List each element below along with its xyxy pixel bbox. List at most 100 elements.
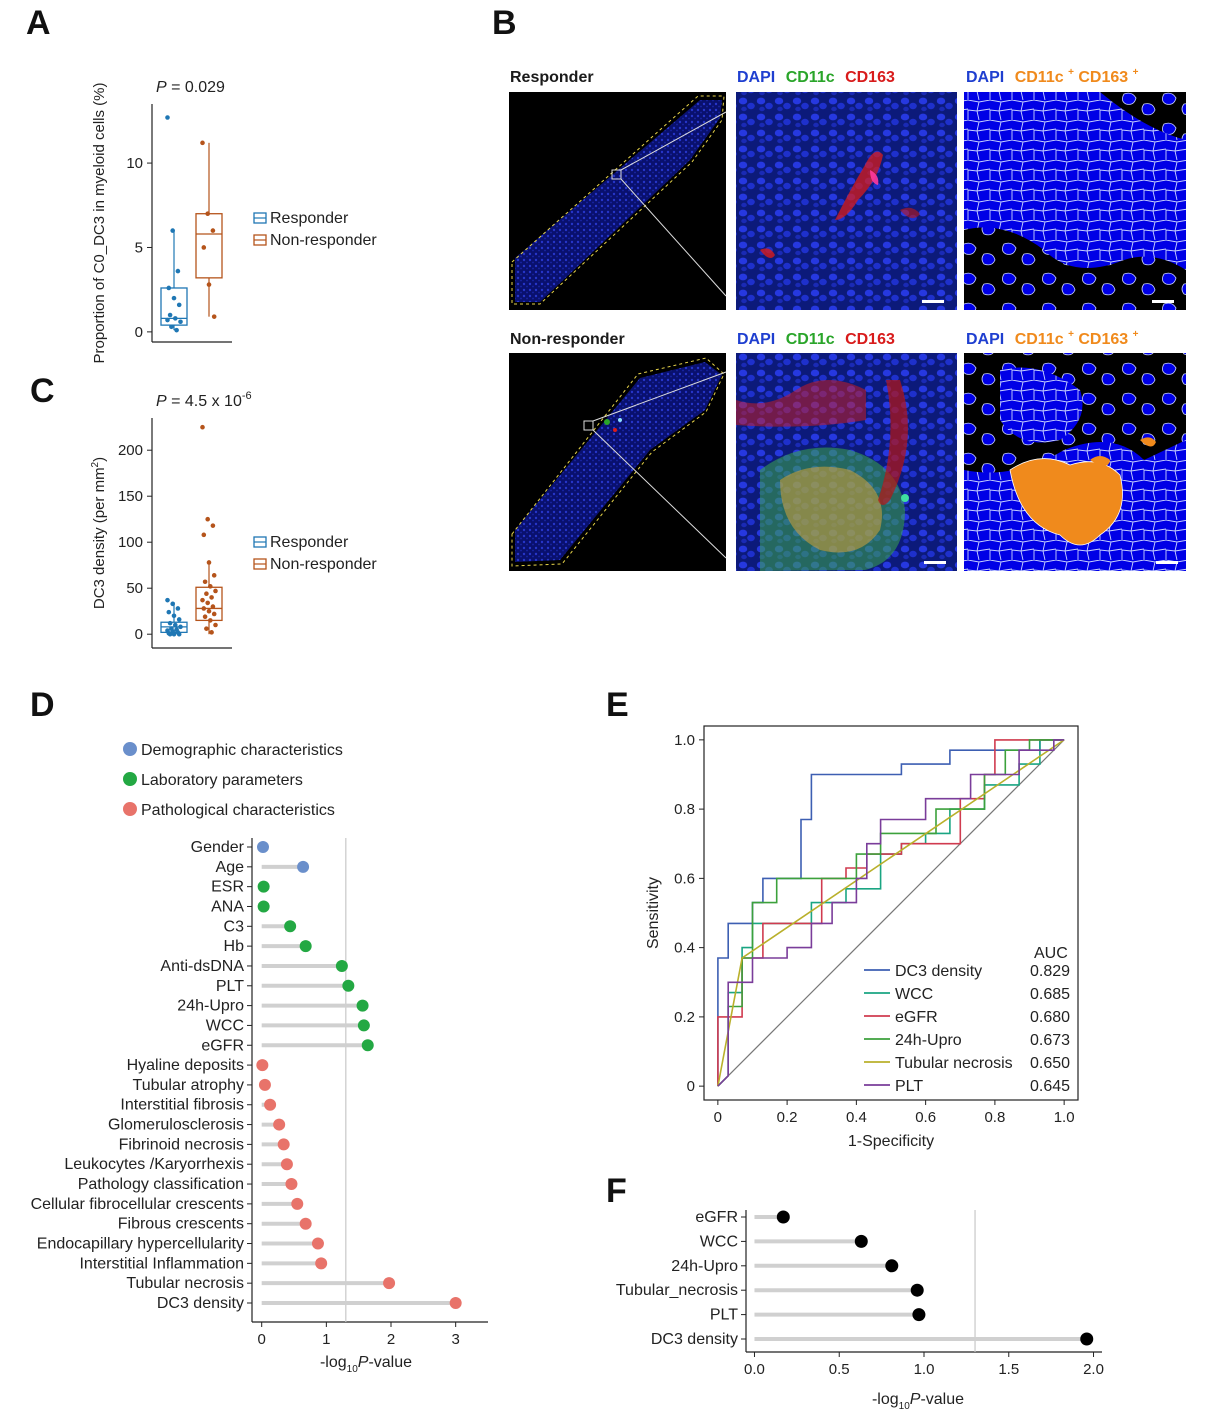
box-iqr (160, 287, 188, 326)
y-tick-label: 0.8 (674, 801, 695, 818)
row2-dapi-label: DAPI (737, 331, 775, 348)
y-tick-label: 0.6 (674, 870, 695, 887)
data-point (176, 617, 182, 622)
auc-value: 0.645 (1030, 1078, 1070, 1095)
x-tick-label: 2 (387, 1331, 395, 1348)
row-label: ANA (211, 898, 244, 915)
x-tick-label: 1.0 (1054, 1109, 1075, 1126)
legend-label: Responder (270, 210, 349, 227)
data-point (165, 597, 170, 603)
data-point (204, 626, 209, 631)
lollipop-dot (299, 1217, 312, 1230)
auc-value: 0.685 (1030, 986, 1070, 1003)
data-point (167, 620, 173, 626)
legend-label: Pathological characteristics (141, 802, 335, 819)
row1-seg-cd163-label: CD163 (1078, 69, 1128, 86)
panel-e-roc: 0 0 0.2 0.2 0.4 0.4 0.6 0.6 0.8 0.8 1.0 1.0 1-Specif… (645, 725, 1079, 1150)
lollipop-dot (258, 1078, 271, 1091)
roc-curve (717, 739, 1065, 1087)
x-tick-label: 0 (714, 1109, 722, 1126)
data-point (206, 282, 212, 287)
lollipop-dot (315, 1257, 328, 1270)
lollipop-dot (285, 1178, 298, 1191)
x-tick-label: 1.5 (998, 1361, 1019, 1378)
data-point (205, 516, 210, 522)
row-label: Leukocytes /Karyorrhexis (64, 1156, 244, 1173)
x-tick-label: 3 (451, 1331, 459, 1348)
row2-cd163-label: CD163 (845, 331, 895, 348)
data-point (173, 622, 178, 628)
lollipop-dot (335, 959, 348, 972)
data-point (169, 324, 174, 330)
data-point (178, 319, 183, 325)
legend-label: Tubular necrosis (895, 1055, 1013, 1072)
data-point (213, 588, 218, 594)
data-point (201, 532, 207, 538)
non-responder-row-title: Non-responder (510, 331, 625, 348)
data-point (202, 614, 208, 620)
data-point (205, 211, 210, 217)
y-tick-label: 50 (126, 580, 143, 597)
legend-label: Non-responder (270, 232, 377, 249)
x-tick-label: 0.8 (984, 1109, 1005, 1126)
panel-f-lollipop: eGFR WCC 24h-Upro Tubular_necrosis PLT DC3 de… (616, 1209, 1104, 1412)
data-point (165, 115, 170, 120)
row-label: Fibrous crescents (118, 1216, 244, 1233)
row-label: WCC (700, 1233, 738, 1250)
legend-label: PLT (895, 1078, 923, 1095)
panel-c-boxplot: 0 50 100 150 200 P = 4.5 x 10-6 DC3 density (p… (90, 390, 377, 649)
y-tick-label: 0 (135, 324, 143, 341)
y-axis-label: Proportion of C0_DC3 in myeloid cells (%… (91, 83, 108, 364)
row2-seg-cd11c-label: CD11c (1015, 331, 1064, 348)
row-label: ESR (211, 879, 244, 896)
row-label: 24h-Upro (671, 1258, 738, 1275)
row2-seg-dapi-label: DAPI (966, 331, 1004, 348)
row-label: Pathology classification (78, 1176, 244, 1193)
y-tick-label: 1.0 (674, 732, 695, 749)
row-label: Tubular necrosis (126, 1275, 244, 1292)
lollipop-dot (277, 1138, 290, 1151)
row-label: Anti-dsDNA (160, 958, 244, 975)
row-label: Gender (191, 839, 245, 856)
x-tick-label: 0.5 (829, 1361, 850, 1378)
y-tick-label: 100 (118, 534, 143, 551)
panel-label-d: D (30, 686, 55, 724)
row1-seg-dapi-label: DAPI (966, 69, 1004, 86)
auc-value: 0.673 (1030, 1032, 1070, 1049)
lollipop-dot (297, 860, 310, 873)
data-point (208, 584, 213, 589)
row-label: Hb (224, 938, 245, 955)
lollipop-dot (311, 1237, 324, 1250)
row2-seg-cd163-label: CD163 (1078, 331, 1128, 348)
data-point (173, 316, 178, 321)
lollipop-dot (912, 1308, 926, 1322)
legend-label: Demographic characteristics (141, 742, 343, 759)
responder-segmentation-image (964, 92, 1186, 310)
row-label: DC3 density (651, 1331, 738, 1348)
data-point (206, 560, 212, 565)
lollipop-dot (256, 841, 269, 853)
row1-cd11c-label: CD11c (786, 69, 835, 86)
data-point (213, 622, 218, 628)
data-point (175, 268, 181, 274)
row-label: Fibrinoid necrosis (119, 1136, 244, 1153)
lollipop-dot (299, 940, 312, 953)
x-tick-label: 0.4 (846, 1109, 867, 1126)
data-point (176, 302, 182, 308)
x-tick-label: 2.0 (1083, 1361, 1104, 1378)
lollipop-dot (257, 880, 270, 893)
y-tick-label: 0.4 (674, 940, 695, 957)
data-point (210, 228, 216, 233)
panel-label-c: C (30, 372, 55, 410)
x-axis-label: -log10P-value (320, 1354, 412, 1375)
row2-cd11c-label: CD11c (786, 331, 835, 348)
y-tick-label: 150 (118, 488, 143, 505)
data-point (167, 631, 173, 637)
lollipop-dot (885, 1259, 899, 1273)
lollipop-dot (1080, 1332, 1094, 1346)
row-label: Glomerulosclerosis (108, 1117, 244, 1134)
row2-channel-labels: DAPI CD11c CD163 (737, 331, 895, 348)
data-point (210, 523, 216, 528)
reference-diagonal (717, 739, 1065, 1087)
